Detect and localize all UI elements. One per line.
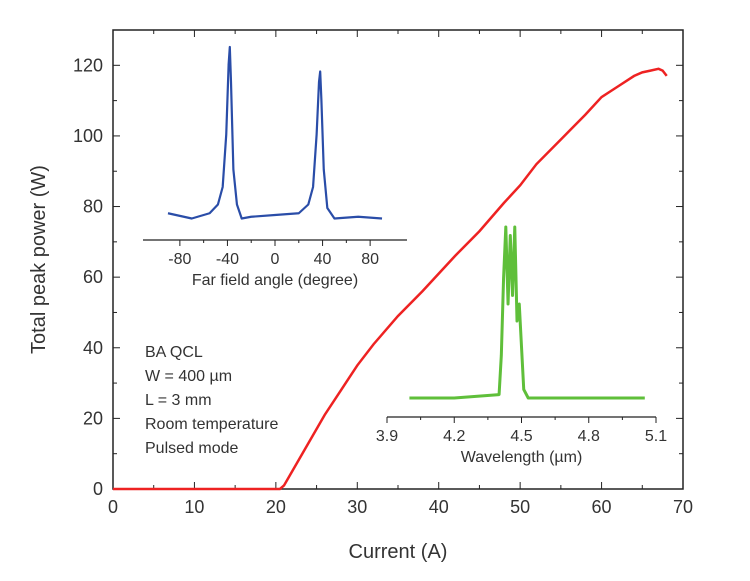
far-field-tick-label: 0 xyxy=(271,251,280,268)
x-tick-label: 40 xyxy=(429,497,449,517)
spectrum-tick-label: 3.9 xyxy=(376,428,398,445)
spectrum-tick-label: 4.5 xyxy=(510,428,532,445)
x-tick-label: 30 xyxy=(347,497,367,517)
y-axis-label: Total peak power (W) xyxy=(28,165,50,354)
annotation-line: W = 400 µm xyxy=(145,368,232,385)
far-field-tick-label: -80 xyxy=(168,251,191,268)
spectrum-curve xyxy=(409,225,645,400)
x-tick-label: 60 xyxy=(592,497,612,517)
x-tick-label: 0 xyxy=(108,497,118,517)
far-field-curve xyxy=(167,45,383,220)
spectrum-tick-label: 4.8 xyxy=(578,428,600,445)
x-tick-label: 70 xyxy=(673,497,693,517)
y-tick-label: 120 xyxy=(73,55,103,75)
x-tick-label: 50 xyxy=(510,497,530,517)
y-tick-label: 0 xyxy=(93,479,103,499)
spectrum-tick-label: 4.2 xyxy=(443,428,465,445)
y-tick-label: 60 xyxy=(83,267,103,287)
spectrum-tick-label: 5.1 xyxy=(645,428,667,445)
annotation-line: BA QCL xyxy=(145,344,203,361)
far-field-tick-label: 80 xyxy=(361,251,379,268)
power-curve xyxy=(113,67,668,491)
spectrum-axis-label: Wavelength (µm) xyxy=(461,449,583,466)
annotation-line: L = 3 mm xyxy=(145,392,212,409)
y-tick-label: 80 xyxy=(83,197,103,217)
annotation-line: Room temperature xyxy=(145,416,278,433)
x-tick-label: 20 xyxy=(266,497,286,517)
far-field-axis-label: Far field angle (degree) xyxy=(192,272,358,289)
y-tick-label: 40 xyxy=(83,338,103,358)
x-axis-label: Current (A) xyxy=(349,541,448,563)
y-tick-label: 100 xyxy=(73,126,103,146)
annotation-line: Pulsed mode xyxy=(145,440,238,457)
y-tick-label: 20 xyxy=(83,408,103,428)
x-tick-label: 10 xyxy=(184,497,204,517)
far-field-tick-label: -40 xyxy=(216,251,239,268)
far-field-tick-label: 40 xyxy=(314,251,332,268)
